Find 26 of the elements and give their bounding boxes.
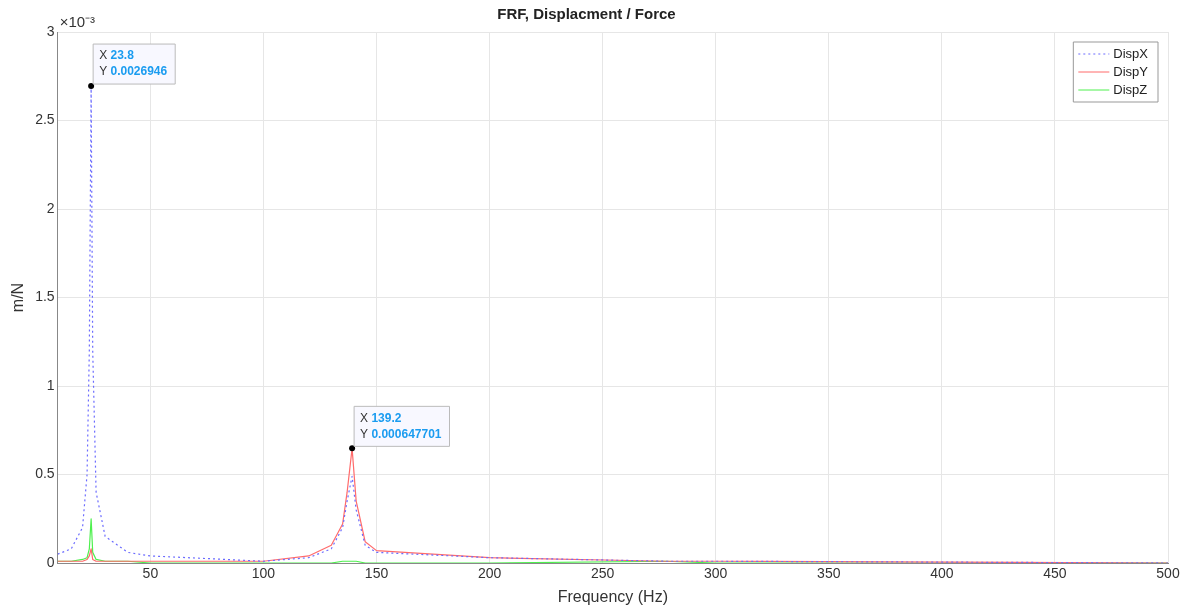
annotation: X 23.8 Y 0.0026946 xyxy=(99,48,168,79)
y-tick-label: 3 xyxy=(46,22,55,39)
x-tick-label: 500 xyxy=(1156,565,1180,582)
y-tick-label: 0 xyxy=(46,553,55,570)
x-tick-label: 200 xyxy=(477,565,502,582)
legend-label: DispZ xyxy=(1113,81,1148,97)
x-tick-label: 100 xyxy=(251,565,276,582)
y-tick-label: 0.5 xyxy=(35,465,55,482)
x-tick-label: 450 xyxy=(1043,565,1067,582)
text: ×10⁻³ xyxy=(59,12,96,30)
y-tick-label: 2 xyxy=(46,199,55,216)
y-tick-label: 1 xyxy=(46,376,55,393)
x-tick-label: 50 xyxy=(142,565,159,582)
x-tick-label: 150 xyxy=(364,565,389,582)
x-tick-label: 300 xyxy=(704,565,728,582)
x-tick-label: 400 xyxy=(930,565,954,582)
legend-label: DispY xyxy=(1113,63,1149,79)
legend-label: DispX xyxy=(1113,45,1149,61)
chart-title: FRF, Displacment / Force xyxy=(497,5,676,23)
x-tick-label: 350 xyxy=(817,565,841,582)
y-axis-title: m/N xyxy=(9,282,27,313)
y-tick-label: 2.5 xyxy=(35,111,55,128)
x-axis-title: Frequency (Hz) xyxy=(557,587,668,605)
y-tick-label: 1.5 xyxy=(35,288,55,305)
x-tick-label: 250 xyxy=(590,565,615,582)
annotation: X 139.2 Y 0.000647701 xyxy=(360,410,442,441)
